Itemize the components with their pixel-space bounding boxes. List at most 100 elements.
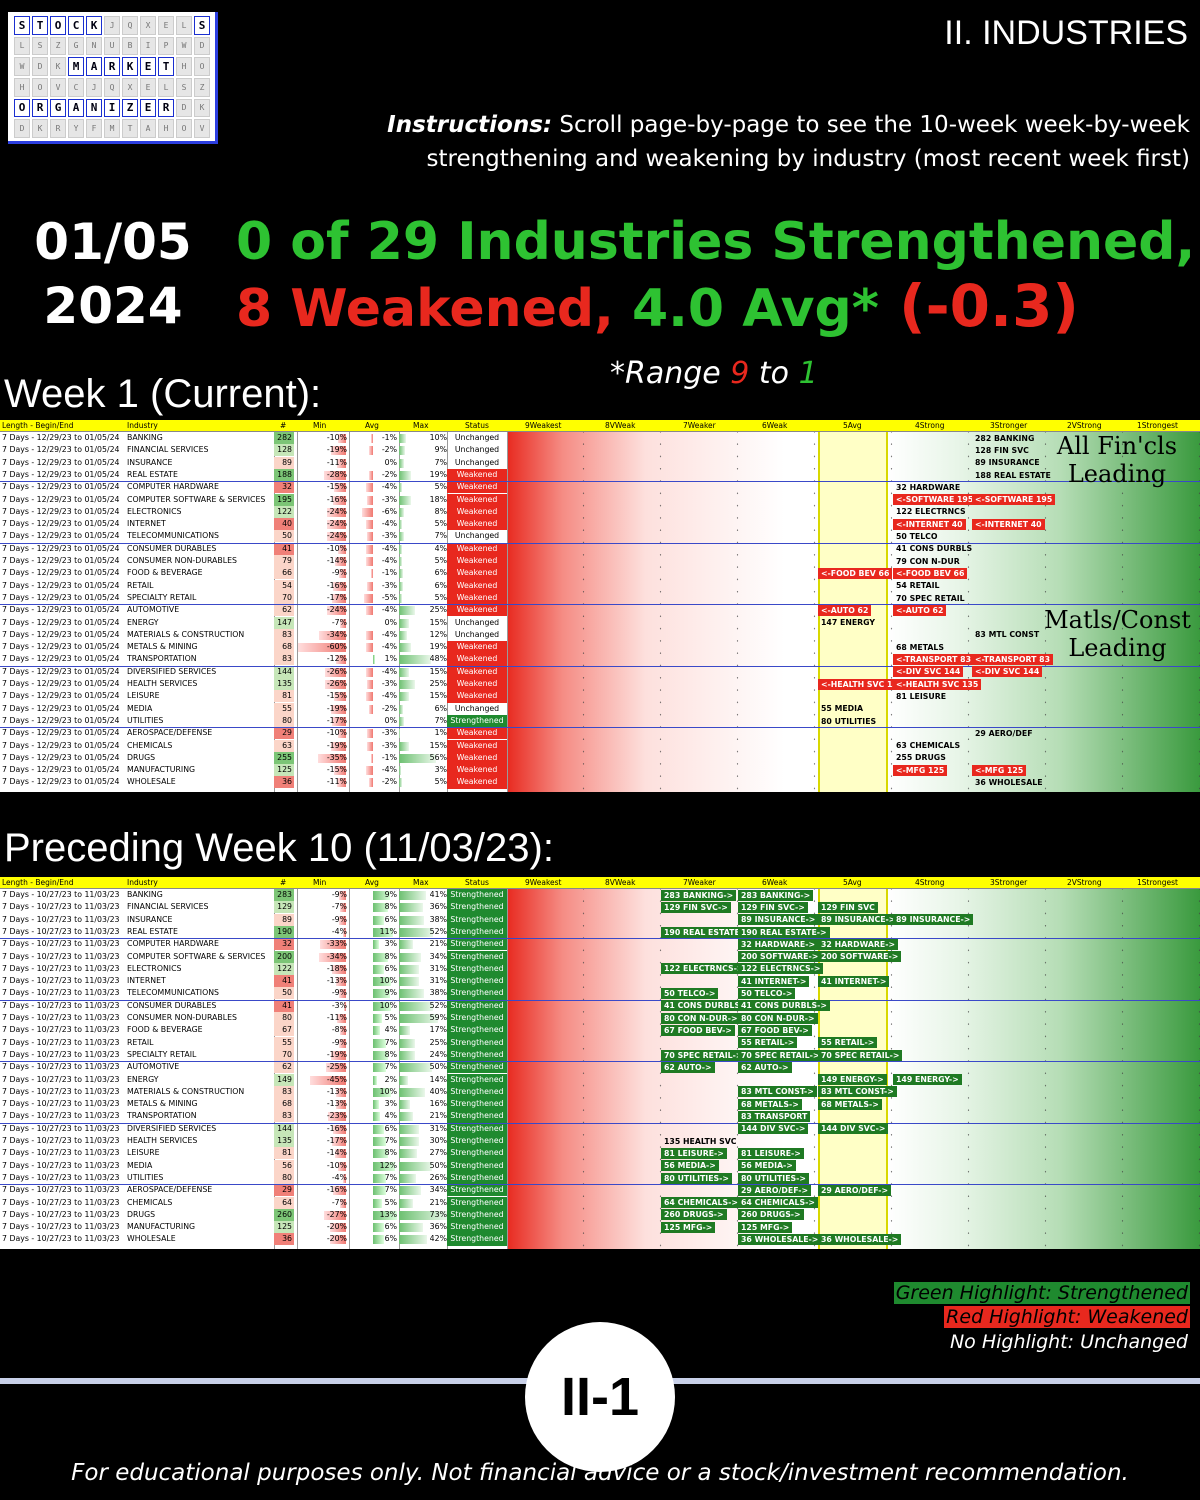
avg-cell: 0% <box>384 457 397 467</box>
avg-cell: -3% <box>381 531 397 541</box>
rank-label: 122 ELECTRNCS <box>896 507 966 517</box>
period-cell: 7 Days - 10/27/23 to 11/03/23 <box>2 1160 120 1170</box>
rank-label: 36 WHOLESALE <box>975 778 1043 787</box>
industry-cell: MANUFACTURING <box>127 765 196 775</box>
avg-cell: -2% <box>381 445 397 455</box>
table-row: 7 Days - 10/27/23 to 11/03/23 RETAIL 55 -9%… <box>0 1036 1200 1049</box>
rank-label: <-TRANSPORT 83 <box>893 654 974 665</box>
period-cell: 7 Days - 10/27/23 to 11/03/23 <box>2 1000 120 1010</box>
min-bar <box>330 1235 346 1245</box>
status-cell: Strengthened <box>447 962 507 976</box>
min-cell: -13% <box>326 976 347 986</box>
status-cell: Strengthened <box>447 987 507 1000</box>
logo-letter: O <box>14 98 30 118</box>
max-cell: 7% <box>434 457 447 467</box>
column-header: 7Weaker <box>683 421 716 430</box>
table-row: 7 Days - 12/29/23 to 01/05/24 AEROSPACE/D… <box>0 727 1200 740</box>
rank-label: 190 REAL ESTATE-> <box>738 926 830 938</box>
rank-label: 41 CONS DURBLS <box>896 544 973 554</box>
min-cell: -24% <box>326 506 347 516</box>
avg-cell: 6% <box>384 963 397 973</box>
table-row: 7 Days - 10/27/23 to 11/03/23 FINANCIAL S… <box>0 901 1200 914</box>
table-row: 7 Days - 12/29/23 to 01/05/24 TRANSPORTAT… <box>0 653 1200 666</box>
count-cell: 81 <box>282 691 292 701</box>
logo-filler-cell: L <box>158 77 174 97</box>
rank-label: 55 RETAIL-> <box>818 1037 878 1049</box>
avg-cell: 7% <box>384 1172 397 1182</box>
count-cell-fill <box>274 1122 294 1135</box>
rank-label: 135 HEALTH SVC <box>664 1136 737 1146</box>
count-cell-fill <box>274 555 294 567</box>
max-bar <box>399 1149 417 1159</box>
count-cell: 135 <box>277 679 292 688</box>
status-cell: Unchanged <box>454 445 500 455</box>
min-bar <box>330 741 346 751</box>
count-cell: 149 <box>277 1074 292 1084</box>
instructions: Instructions: Scroll page-by-page to see… <box>270 108 1190 176</box>
avg-bar <box>369 446 373 456</box>
status-cell: Strengthened <box>447 950 507 963</box>
avg-bar <box>367 581 373 591</box>
table-row: 7 Days - 12/29/23 to 01/05/24 DRUGS 255 -35… <box>0 751 1200 765</box>
period-cell: 7 Days - 10/27/23 to 11/03/23 <box>2 1172 120 1182</box>
count-cell-fill <box>274 1233 294 1246</box>
max-cell: 27% <box>429 1148 447 1158</box>
avg-bar <box>365 520 373 530</box>
max-bar <box>399 593 403 603</box>
avg-bar <box>369 470 373 480</box>
max-cell: 59% <box>429 1013 447 1022</box>
max-bar <box>399 964 420 974</box>
avg-cell: 3% <box>384 1099 397 1109</box>
industry-cell: MATERIALS & CONSTRUCTION <box>127 629 245 639</box>
table-row: 7 Days - 10/27/23 to 11/03/23 MEDIA 56 -10%… <box>0 1159 1200 1172</box>
avg-cell: -2% <box>381 703 397 713</box>
column-header: Avg <box>365 878 379 887</box>
min-bar <box>342 1173 346 1183</box>
week1-table: Length - Begin/End Industry # Min Avg Max Stat… <box>0 420 1200 792</box>
count-cell: 128 <box>277 445 292 455</box>
industry-cell: WHOLESALE <box>127 1234 176 1244</box>
table-row: 7 Days - 10/27/23 to 11/03/23 COMPUTER HA… <box>0 938 1200 951</box>
count-cell: 190 <box>277 926 292 936</box>
min-bar <box>335 977 346 987</box>
industry-cell: BANKING <box>127 433 163 442</box>
max-cell: 26% <box>429 1172 447 1182</box>
rank-label: 129 FIN SVC-> <box>661 901 731 913</box>
rank-label: 67 FOOD BEV-> <box>738 1024 812 1036</box>
count-cell: 70 <box>282 1049 292 1059</box>
rank-label: 283 BANKING-> <box>738 889 814 901</box>
status-cell: Strengthened <box>447 1061 507 1074</box>
status-cell: Strengthened <box>447 1147 507 1160</box>
table-row: 7 Days - 10/27/23 to 11/03/23 SPECIALTY R… <box>0 1048 1200 1062</box>
count-cell-fill <box>274 938 294 951</box>
status-cell: Strengthened <box>447 1098 507 1111</box>
rank-label: 89 INSURANCE-> <box>818 914 899 926</box>
max-bar <box>399 1137 419 1146</box>
max-cell: 5% <box>434 482 447 492</box>
period-cell: 7 Days - 12/29/23 to 01/05/24 <box>2 777 120 787</box>
count-cell-fill <box>274 714 294 727</box>
status-cell: Strengthened <box>447 1012 507 1025</box>
rank-label: 83 MTL CONST-> <box>738 1086 817 1098</box>
min-cell: -16% <box>326 494 347 504</box>
period-cell: 7 Days - 12/29/23 to 01/05/24 <box>2 642 120 652</box>
rank-label: <-DIV SVC 144 <box>893 666 964 678</box>
min-bar <box>335 1087 346 1097</box>
period-cell: 7 Days - 12/29/23 to 01/05/24 <box>2 433 120 442</box>
period-cell: 7 Days - 10/27/23 to 11/03/23 <box>2 1074 120 1084</box>
min-cell: -60% <box>326 642 347 652</box>
industry-cell: FINANCIAL SERVICES <box>127 445 209 455</box>
min-cell: -16% <box>326 1123 347 1133</box>
count-cell-fill <box>274 456 294 469</box>
count-cell: 89 <box>282 914 292 924</box>
period-cell: 7 Days - 10/27/23 to 11/03/23 <box>2 1111 120 1121</box>
avg-bar <box>365 606 373 616</box>
max-cell: 31% <box>429 1123 447 1133</box>
avg-bar <box>373 940 379 950</box>
rank-label: 147 ENERGY <box>821 618 876 628</box>
table-row: 7 Days - 12/29/23 to 01/05/24 WHOLESALE 36… <box>0 776 1200 789</box>
rank-label: <-AUTO 62 <box>893 604 947 616</box>
max-bar <box>399 927 434 937</box>
min-bar <box>326 520 346 530</box>
count-cell: 147 <box>277 617 292 627</box>
